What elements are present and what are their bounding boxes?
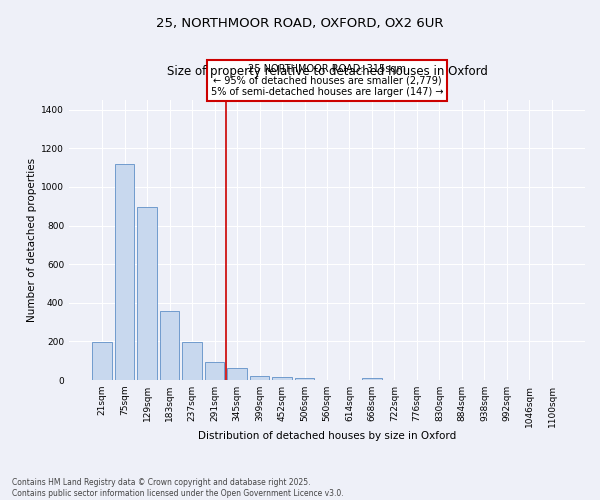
X-axis label: Distribution of detached houses by size in Oxford: Distribution of detached houses by size … — [198, 431, 456, 441]
Bar — [160, 312, 179, 380]
Text: 25 NORTHMOOR ROAD: 315sqm
← 95% of detached houses are smaller (2,779)
5% of sem: 25 NORTHMOOR ROAD: 315sqm ← 95% of detac… — [211, 64, 443, 97]
Bar — [137, 207, 157, 380]
Bar — [227, 368, 247, 380]
Bar — [92, 342, 112, 380]
Bar — [115, 164, 134, 380]
Bar — [362, 378, 382, 380]
Bar — [272, 376, 292, 380]
Text: 25, NORTHMOOR ROAD, OXFORD, OX2 6UR: 25, NORTHMOOR ROAD, OXFORD, OX2 6UR — [156, 18, 444, 30]
Bar — [205, 362, 224, 380]
Bar — [182, 342, 202, 380]
Title: Size of property relative to detached houses in Oxford: Size of property relative to detached ho… — [167, 65, 487, 78]
Y-axis label: Number of detached properties: Number of detached properties — [27, 158, 37, 322]
Bar — [250, 376, 269, 380]
Bar — [295, 378, 314, 380]
Text: Contains HM Land Registry data © Crown copyright and database right 2025.
Contai: Contains HM Land Registry data © Crown c… — [12, 478, 344, 498]
